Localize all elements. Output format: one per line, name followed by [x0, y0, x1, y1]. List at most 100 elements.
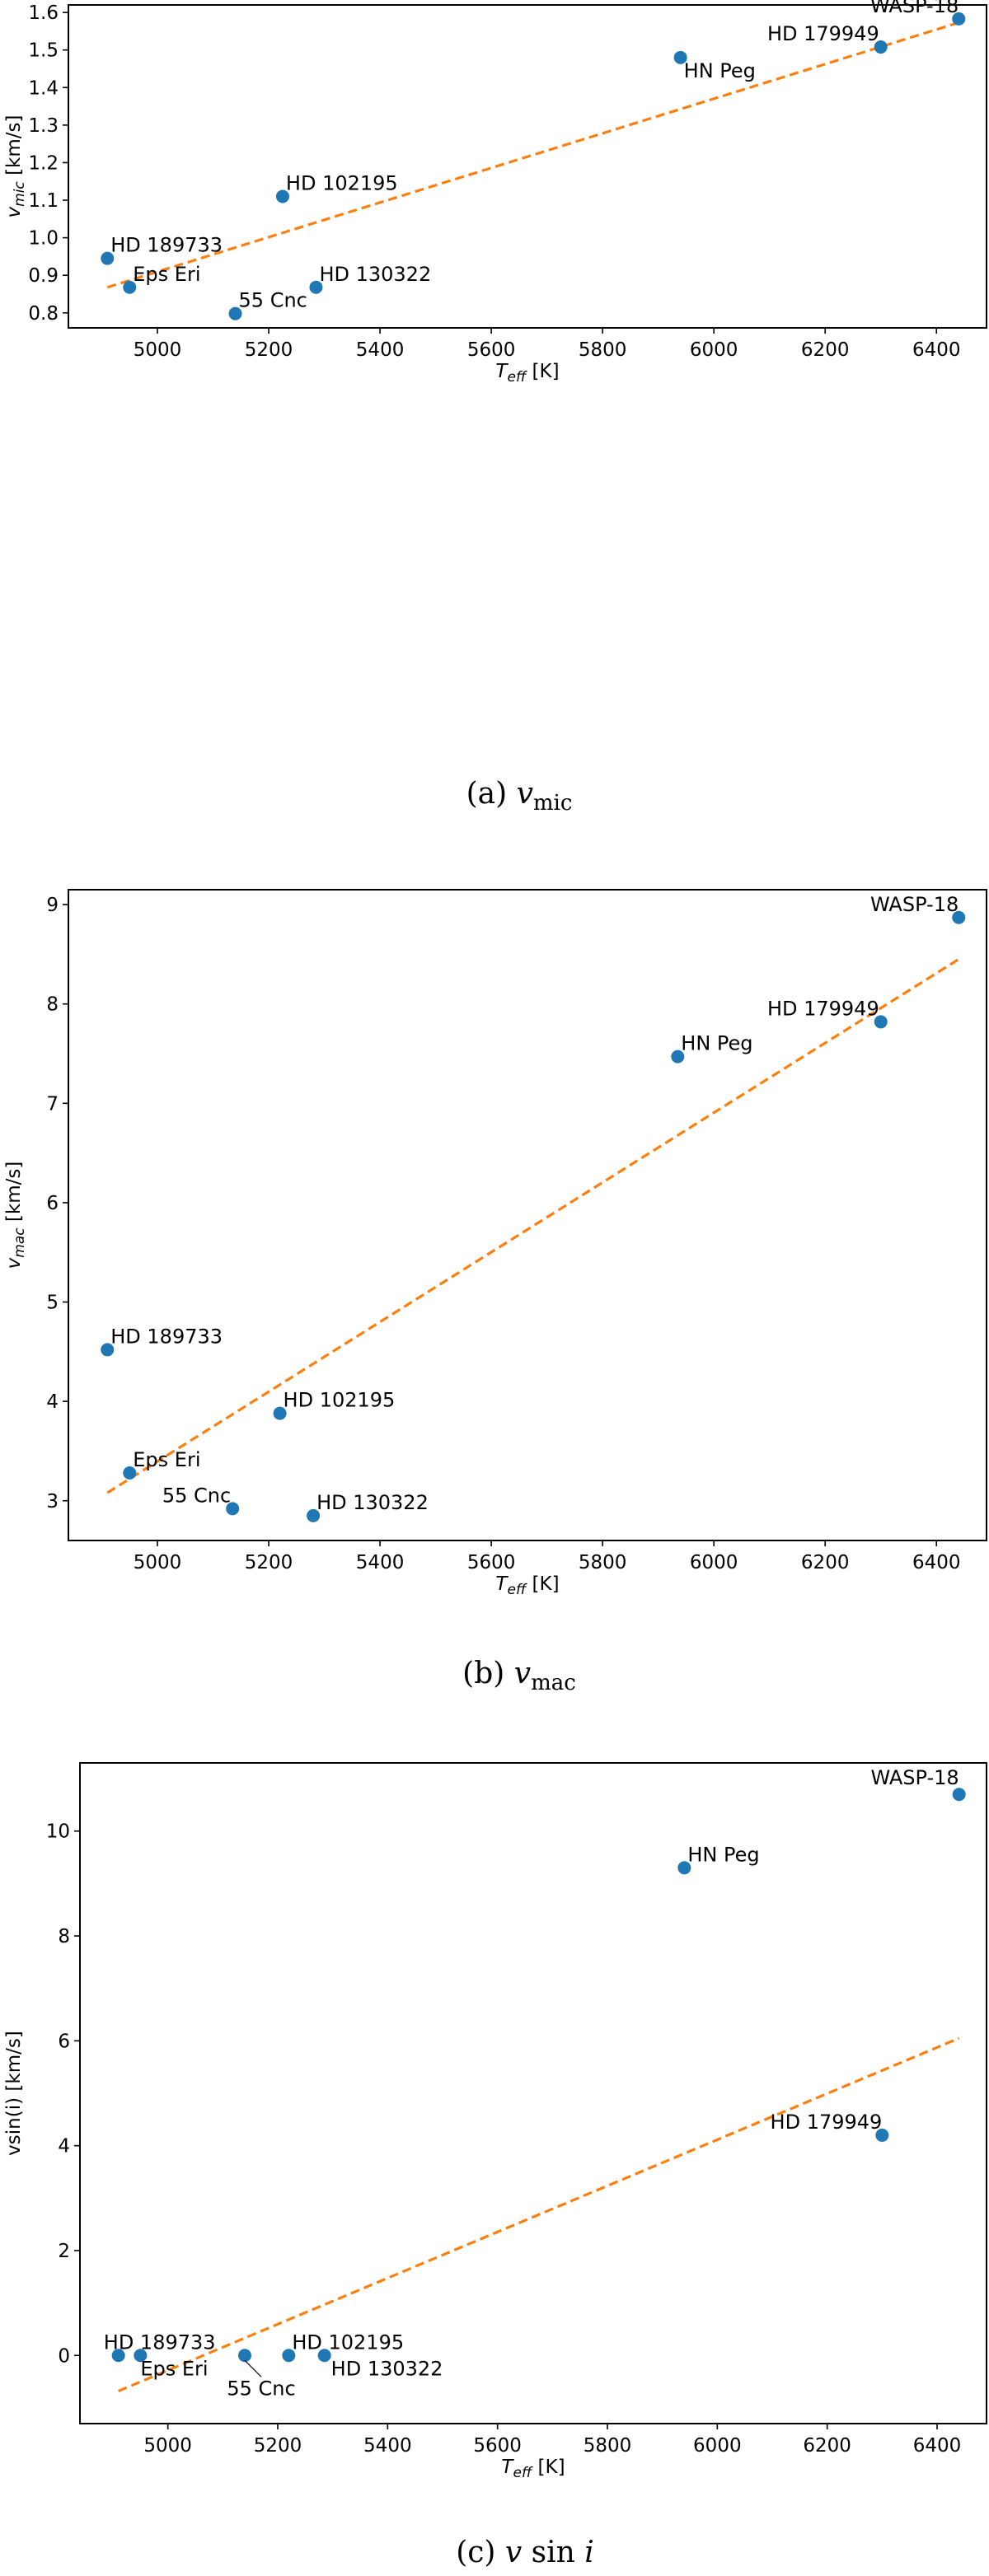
- point-label: WASP-18: [870, 0, 959, 17]
- data-point: [134, 2349, 148, 2363]
- y-tick-label: 8: [58, 1926, 70, 1947]
- data-point: [228, 306, 242, 320]
- x-axis-label: Teff [K]: [495, 1573, 559, 1598]
- data-point: [275, 189, 289, 203]
- x-tick-label: 6000: [690, 1552, 738, 1573]
- chart-vmac: 5000 5200 5400 5600 5800 6000 6200 6400 3 4 5 6 7 8 9 T…: [3, 889, 987, 1695]
- y-tick-label: 1.0: [28, 228, 59, 250]
- y-tick-label: 7: [46, 1093, 59, 1115]
- y-tick-label: 5: [46, 1293, 59, 1314]
- y-tick-label: 1.6: [28, 2, 59, 24]
- data-point: [226, 1502, 240, 1516]
- y-tick-label: 1.4: [28, 77, 59, 99]
- point-label: HD 102195: [292, 2331, 404, 2354]
- x-axis-label: Teff [K]: [495, 361, 559, 386]
- plot-frame: [68, 4, 987, 329]
- y-tick-label: 0.9: [28, 265, 59, 287]
- x-tick-label: 5000: [134, 1552, 182, 1573]
- data-point: [101, 251, 115, 265]
- y-tick-label: 6: [46, 1193, 59, 1214]
- point-label: HD 130322: [331, 2357, 443, 2380]
- point-label: Eps Eri: [133, 1448, 200, 1471]
- chart-vsini: 5000 5200 5400 5600 5800 6000 6200 6400 0 2 4 6 8 10 T…: [3, 1762, 987, 2569]
- point-label: 55 Cnc: [227, 2377, 295, 2400]
- y-tick-label: 1.3: [28, 115, 59, 137]
- x-tick-label: 6200: [801, 339, 850, 361]
- point-label: HD 189733: [110, 1325, 223, 1348]
- data-point: [952, 1788, 966, 1802]
- data-point: [307, 1508, 321, 1522]
- x-tick-label: 5400: [363, 2435, 412, 2457]
- label-leader-line: [244, 2359, 262, 2377]
- x-tick-label: 5600: [467, 339, 516, 361]
- x-tick-label: 5000: [134, 339, 182, 361]
- x-tick-label: 6400: [912, 1552, 961, 1573]
- fit-line: [106, 21, 959, 289]
- point-label: HD 189733: [104, 2331, 216, 2354]
- point-label: Eps Eri: [140, 2357, 208, 2380]
- point-label: HN Peg: [687, 1843, 759, 1866]
- point-label: HD 179949: [767, 997, 879, 1020]
- point-label: HN Peg: [681, 1032, 752, 1055]
- y-axis-label: vmac [km/s]: [3, 1162, 28, 1269]
- y-tick-label: 9: [46, 895, 59, 916]
- data-point: [111, 2349, 125, 2363]
- x-tick-label: 6000: [693, 2435, 742, 2457]
- point-label: HD 130322: [316, 1491, 429, 1514]
- x-tick-label: 5400: [356, 339, 405, 361]
- data-point: [874, 40, 888, 54]
- data-point: [238, 2349, 251, 2363]
- data-point: [101, 1343, 115, 1357]
- y-axis-label: vsin(i) [km/s]: [3, 2031, 25, 2156]
- point-label: HD 102195: [284, 1389, 396, 1412]
- point-label: HD 179949: [771, 2111, 883, 2134]
- y-tick-label: 8: [46, 994, 59, 1016]
- x-tick-label: 5600: [467, 1552, 516, 1573]
- plot-frame: [79, 1762, 987, 2424]
- x-tick-label: 6400: [913, 2435, 962, 2457]
- fit-line: [106, 958, 960, 1494]
- y-tick-label: 6: [58, 2031, 70, 2052]
- y-tick-label: 10: [46, 1821, 70, 1843]
- x-tick-label: 5200: [245, 339, 293, 361]
- y-tick-label: 3: [46, 1491, 59, 1512]
- point-label: HD 179949: [767, 22, 879, 45]
- x-tick-label: 6200: [803, 2435, 851, 2457]
- data-point: [677, 1861, 691, 1875]
- x-tick-label: 5200: [254, 2435, 302, 2457]
- figure-caption: (a) vmic: [466, 777, 573, 816]
- x-tick-label: 6400: [912, 339, 961, 361]
- y-tick-label: 0.8: [28, 303, 59, 325]
- data-point: [309, 280, 323, 294]
- data-point: [874, 1015, 888, 1029]
- x-tick-label: 5600: [473, 2435, 522, 2457]
- x-tick-label: 6200: [801, 1552, 850, 1573]
- x-tick-label: 5400: [356, 1552, 405, 1573]
- point-label: WASP-18: [870, 1766, 959, 1789]
- y-tick-label: 2: [58, 2241, 70, 2262]
- data-point: [671, 1050, 685, 1064]
- y-axis-label: vmic [km/s]: [3, 115, 28, 218]
- data-point: [673, 50, 687, 64]
- point-label: WASP-18: [870, 893, 959, 916]
- point-label: HN Peg: [684, 59, 756, 82]
- y-tick-label: 0: [58, 2345, 70, 2367]
- data-point: [282, 2349, 296, 2363]
- y-tick-label: 1.1: [28, 190, 59, 212]
- fit-line: [118, 2036, 960, 2393]
- x-tick-label: 5200: [245, 1552, 293, 1573]
- x-tick-label: 5800: [579, 1552, 627, 1573]
- data-point: [123, 1466, 137, 1480]
- y-tick-label: 1.5: [28, 40, 59, 62]
- x-tick-label: 6000: [690, 339, 738, 361]
- point-label: HD 102195: [286, 171, 398, 194]
- point-label: HD 130322: [319, 263, 431, 286]
- data-point: [317, 2349, 331, 2363]
- point-label: Eps Eri: [133, 263, 200, 286]
- data-point: [952, 12, 966, 26]
- data-point: [875, 2128, 889, 2142]
- x-tick-label: 5800: [579, 339, 627, 361]
- y-tick-label: 1.2: [28, 152, 59, 174]
- x-axis-label: Teff [K]: [501, 2457, 565, 2481]
